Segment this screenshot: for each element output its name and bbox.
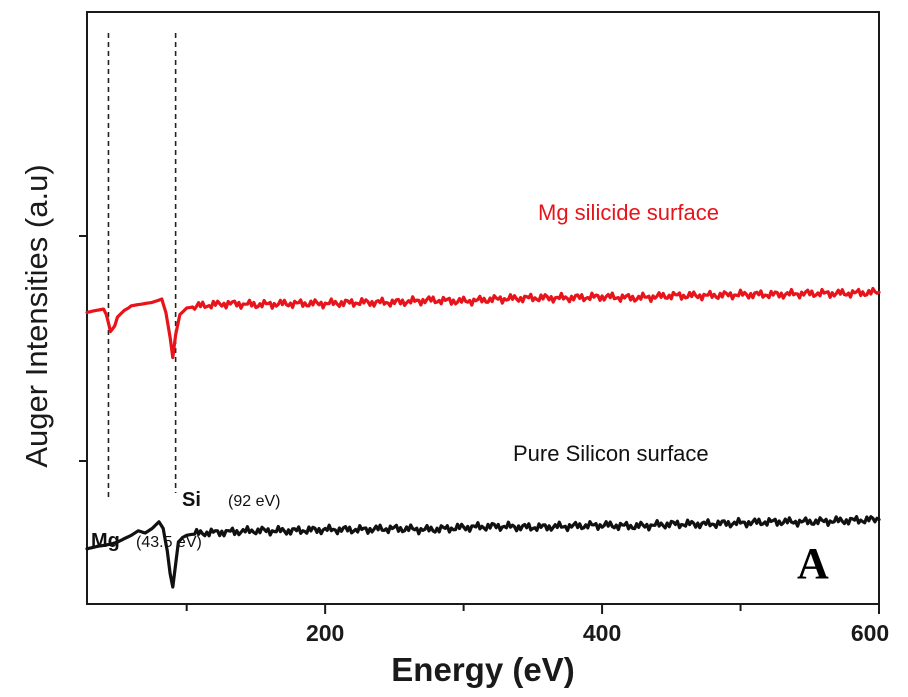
x-axis-ticks: 200 400 600 [185,604,889,646]
peak-reference-lines [107,33,177,500]
series-layer [85,286,881,589]
x-tick-label: 400 [583,620,621,646]
mg-peak-label: Mg [91,530,120,552]
si-peak-value: (92 eV) [228,493,280,510]
mg-peak-value: (43.5 eV) [136,534,202,551]
si-peak-label: Si [182,489,201,511]
x-tick-label: 600 [851,620,889,646]
series-label-pure-silicon: Pure Silicon surface [513,441,709,466]
plot-frame [86,11,880,605]
panel-label: A [797,539,829,588]
x-axis-title: Energy (eV) [391,651,574,688]
series-line-mg-silicide [85,286,881,360]
x-tick-label: 200 [306,620,344,646]
y-axis-title: Auger Intensities (a.u) [19,164,54,467]
series-label-mg-silicide: Mg silicide surface [538,200,719,225]
series-line-pure-silicon [85,514,881,589]
